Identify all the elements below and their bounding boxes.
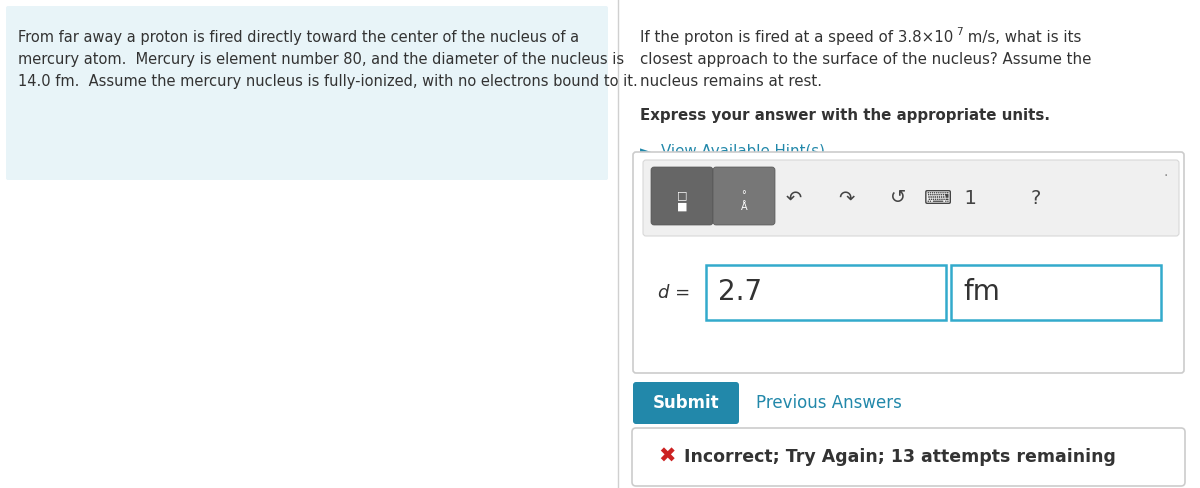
Text: ?: ? — [1031, 188, 1042, 207]
Text: Express your answer with the appropriate units.: Express your answer with the appropriate… — [640, 108, 1050, 123]
Bar — [706, 265, 946, 320]
Text: Previous Answers: Previous Answers — [756, 394, 902, 412]
FancyBboxPatch shape — [713, 167, 775, 225]
Text: closest approach to the surface of the nucleus? Assume the: closest approach to the surface of the n… — [640, 52, 1091, 67]
Text: 2.7: 2.7 — [718, 279, 762, 306]
Text: Incorrect; Try Again; 13 attempts remaining: Incorrect; Try Again; 13 attempts remain… — [684, 448, 1116, 466]
FancyBboxPatch shape — [650, 167, 713, 225]
Text: °
Å: ° Å — [740, 190, 748, 212]
Text: ⌨ 1: ⌨ 1 — [924, 188, 977, 207]
Text: ·: · — [1164, 169, 1168, 183]
FancyBboxPatch shape — [634, 152, 1184, 373]
Bar — [952, 265, 1162, 320]
Text: ►  View Available Hint(s): ► View Available Hint(s) — [640, 144, 826, 159]
Text: ↺: ↺ — [890, 188, 906, 207]
Text: mercury atom.  Mercury is element number 80, and the diameter of the nucleus is: mercury atom. Mercury is element number … — [18, 52, 624, 67]
FancyBboxPatch shape — [643, 160, 1178, 236]
FancyBboxPatch shape — [6, 6, 608, 180]
Text: ✖: ✖ — [658, 447, 676, 467]
Text: d =: d = — [658, 284, 690, 302]
Text: m/s, what is its: m/s, what is its — [964, 30, 1081, 45]
Text: If the proton is fired at a speed of 3.8×10: If the proton is fired at a speed of 3.8… — [640, 30, 953, 45]
Text: Submit: Submit — [653, 394, 719, 412]
Text: 14.0 fm.  Assume the mercury nucleus is fully-ionized, with no electrons bound t: 14.0 fm. Assume the mercury nucleus is f… — [18, 74, 637, 89]
Text: ↷: ↷ — [838, 188, 854, 207]
Text: □
■: □ ■ — [677, 190, 688, 212]
Text: ↶: ↶ — [786, 188, 802, 207]
Text: nucleus remains at rest.: nucleus remains at rest. — [640, 74, 822, 89]
Text: From far away a proton is fired directly toward the center of the nucleus of a: From far away a proton is fired directly… — [18, 30, 580, 45]
Text: 7: 7 — [956, 27, 962, 37]
FancyBboxPatch shape — [632, 428, 1186, 486]
FancyBboxPatch shape — [634, 382, 739, 424]
Text: fm: fm — [964, 279, 1000, 306]
